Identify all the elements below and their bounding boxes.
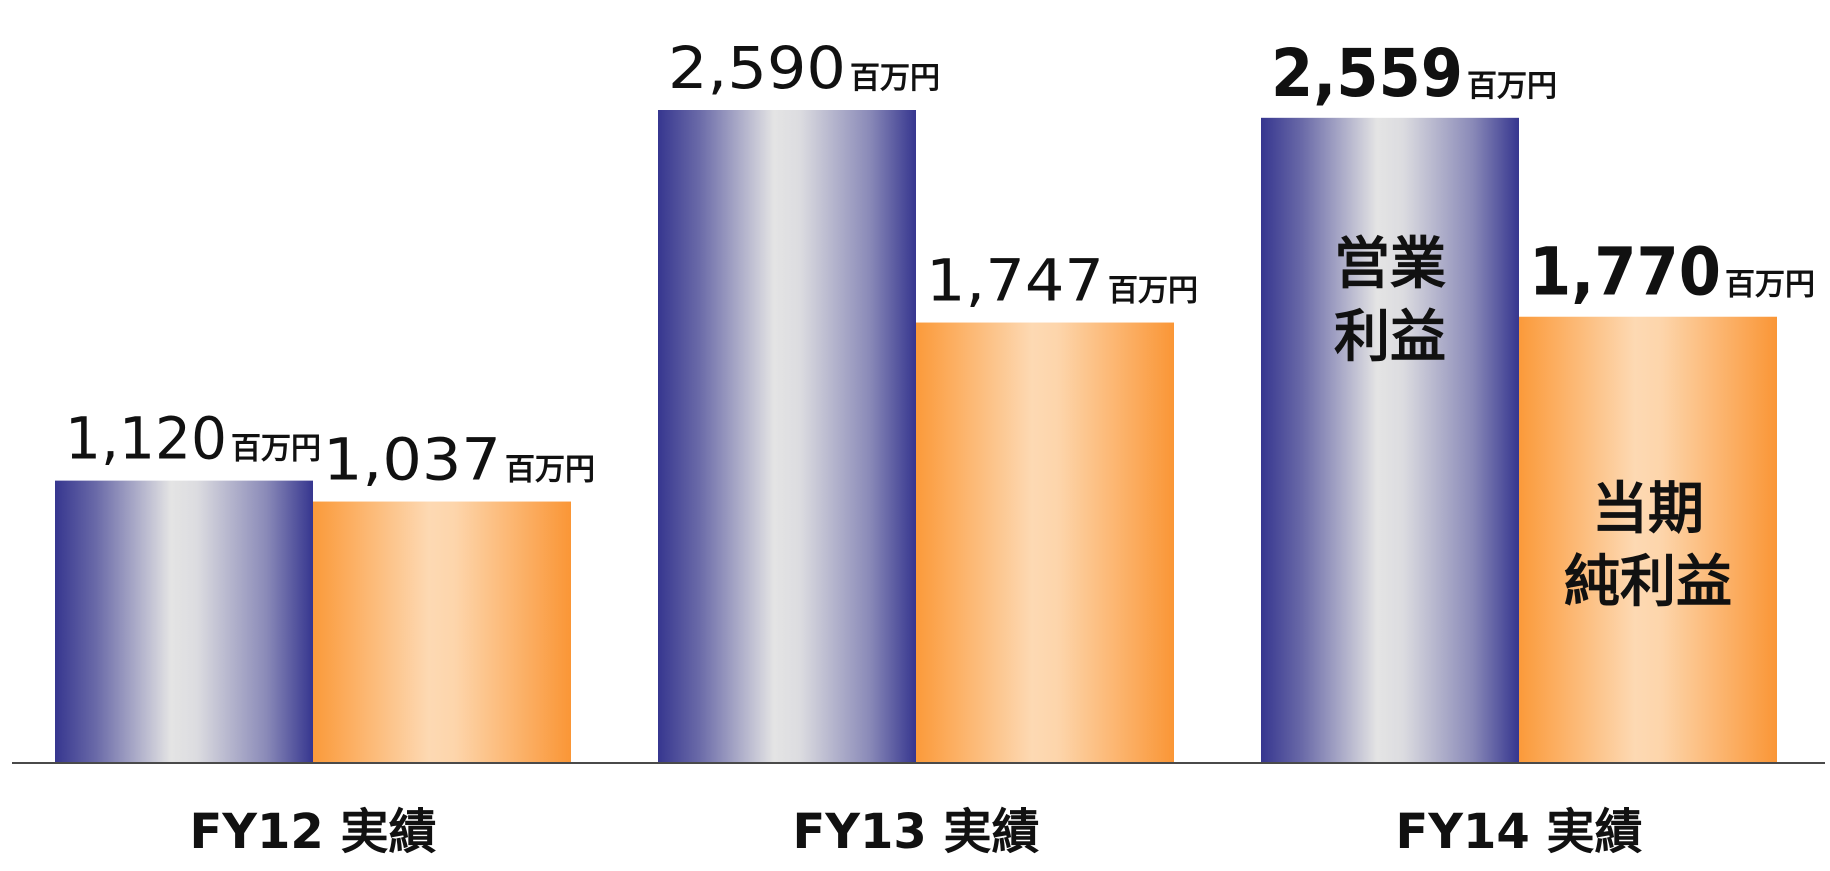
bar-operating-profit-2 xyxy=(658,110,916,763)
value-unit: 百万円 xyxy=(231,432,321,467)
bar-net-profit-3 xyxy=(1519,316,1777,763)
bar-net-profit-2 xyxy=(916,322,1174,763)
value-number: 1,770 xyxy=(1529,234,1721,311)
value-number: 2,559 xyxy=(1271,35,1463,112)
category-label: FY14 実績 xyxy=(1395,804,1642,860)
value-number: 2,590 xyxy=(668,34,846,102)
value-unit: 百万円 xyxy=(1108,274,1198,309)
bar-net-profit-1 xyxy=(313,501,571,763)
value-label: 1,770 百万円 xyxy=(1529,234,1815,311)
series-label-net-profit: 当期 xyxy=(1592,477,1704,542)
value-unit: 百万円 xyxy=(1725,268,1815,303)
value-label: 1,037 百万円 xyxy=(323,426,595,494)
bar-operating-profit-3 xyxy=(1261,117,1519,764)
value-label: 1,747 百万円 xyxy=(926,247,1198,315)
series-label-operating-profit: 営業 xyxy=(1334,232,1446,297)
value-unit: 百万円 xyxy=(850,61,940,96)
value-number: 1,747 xyxy=(926,247,1104,315)
value-number: 1,037 xyxy=(323,426,501,494)
bar-operating-profit-1 xyxy=(55,480,313,763)
value-unit: 百万円 xyxy=(505,453,595,488)
value-label: 1,120 百万円 xyxy=(65,405,321,473)
category-label: FY12 実績 xyxy=(189,804,436,860)
category-label: FY13 実績 xyxy=(792,804,1039,860)
value-number: 1,120 xyxy=(65,405,227,473)
value-label: 2,559 百万円 xyxy=(1271,35,1557,112)
value-label: 2,590 百万円 xyxy=(668,34,940,102)
series-label-operating-profit: 利益 xyxy=(1334,305,1446,370)
value-unit: 百万円 xyxy=(1467,69,1557,104)
series-label-net-profit: 純利益 xyxy=(1564,550,1732,615)
